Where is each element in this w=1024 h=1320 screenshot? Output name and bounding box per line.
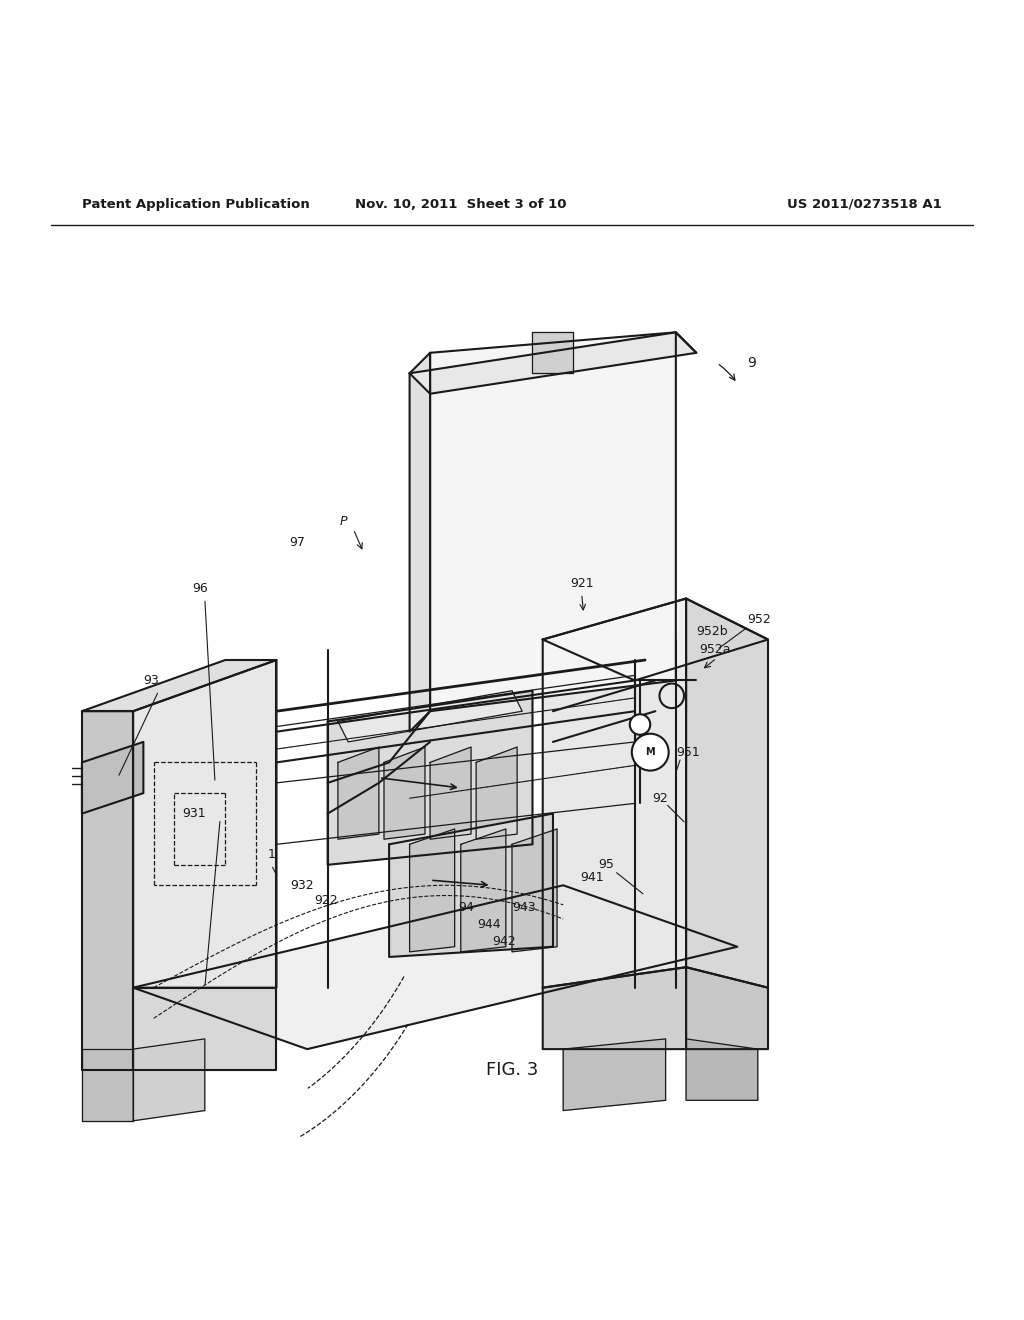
Text: 95: 95: [598, 858, 614, 871]
Text: 94: 94: [458, 902, 474, 915]
Polygon shape: [133, 1039, 205, 1121]
Polygon shape: [82, 711, 133, 1069]
Text: 951: 951: [676, 746, 699, 759]
Text: 941: 941: [580, 871, 604, 883]
Text: 952: 952: [748, 612, 771, 626]
Polygon shape: [133, 886, 737, 1049]
Polygon shape: [686, 1039, 758, 1101]
Polygon shape: [430, 333, 676, 711]
Polygon shape: [338, 690, 522, 742]
Polygon shape: [543, 968, 686, 1049]
Polygon shape: [328, 690, 532, 865]
Text: 942: 942: [492, 935, 516, 948]
Text: Nov. 10, 2011  Sheet 3 of 10: Nov. 10, 2011 Sheet 3 of 10: [355, 198, 566, 211]
Polygon shape: [476, 747, 517, 840]
Polygon shape: [461, 829, 506, 952]
Text: 931: 931: [182, 807, 207, 820]
Polygon shape: [133, 660, 276, 987]
Text: 921: 921: [569, 577, 594, 590]
Text: 922: 922: [313, 894, 338, 907]
Polygon shape: [410, 352, 430, 731]
Polygon shape: [686, 968, 768, 1049]
Polygon shape: [82, 660, 276, 711]
Text: 9: 9: [748, 356, 757, 370]
Polygon shape: [410, 829, 455, 952]
Circle shape: [632, 734, 669, 771]
Text: 97: 97: [289, 536, 305, 549]
Text: 1: 1: [267, 847, 275, 861]
Polygon shape: [512, 829, 557, 952]
Text: 92: 92: [652, 792, 669, 805]
Text: P: P: [339, 515, 347, 528]
Text: FIG. 3: FIG. 3: [485, 1060, 539, 1078]
Polygon shape: [532, 333, 573, 374]
Polygon shape: [563, 1039, 666, 1110]
Text: US 2011/0273518 A1: US 2011/0273518 A1: [787, 198, 942, 211]
Polygon shape: [384, 747, 425, 840]
Polygon shape: [430, 747, 471, 840]
Circle shape: [630, 714, 650, 735]
Text: M: M: [645, 747, 655, 758]
Polygon shape: [389, 813, 553, 957]
Text: 93: 93: [143, 675, 159, 686]
Polygon shape: [686, 598, 768, 987]
Text: 944: 944: [477, 917, 502, 931]
Text: 943: 943: [512, 902, 537, 915]
Polygon shape: [338, 747, 379, 840]
Polygon shape: [82, 742, 143, 813]
Polygon shape: [82, 1049, 133, 1121]
Polygon shape: [543, 598, 686, 987]
Text: Patent Application Publication: Patent Application Publication: [82, 198, 309, 211]
Polygon shape: [543, 598, 768, 681]
Text: 952a: 952a: [699, 643, 730, 656]
Polygon shape: [410, 333, 696, 393]
Text: 952b: 952b: [696, 624, 727, 638]
Polygon shape: [133, 987, 276, 1069]
Text: 96: 96: [191, 582, 208, 595]
Text: 932: 932: [290, 879, 314, 892]
